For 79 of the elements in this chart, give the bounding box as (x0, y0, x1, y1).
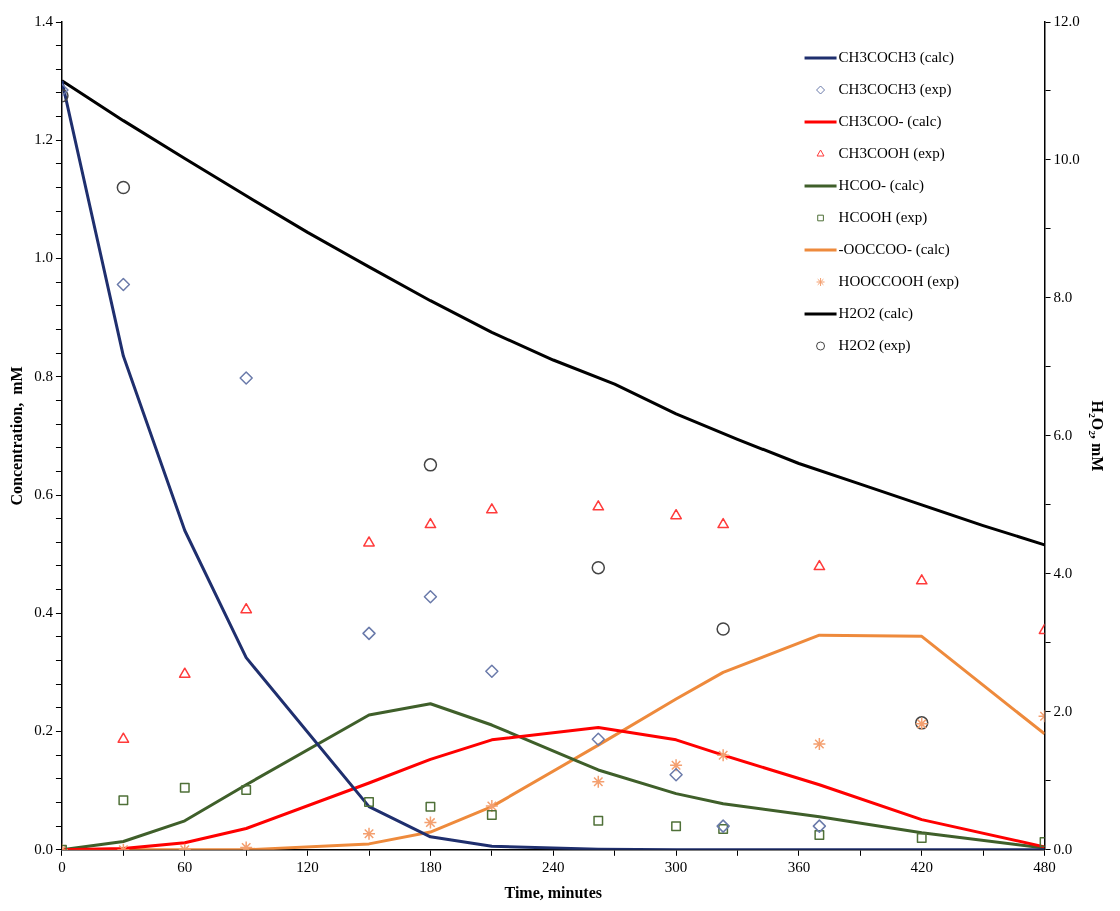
point (241, 785, 252, 796)
point (915, 574, 928, 585)
legend-label: CH3COOH (exp) (838, 144, 945, 162)
y-tick-label: 0.8 (34, 367, 53, 384)
y2-tick-label: 4.0 (1053, 564, 1073, 581)
x-tick-label: 360 (787, 858, 811, 875)
point (363, 536, 375, 547)
point (424, 517, 437, 529)
legend-label: CH3COCH3 (calc) (838, 48, 954, 66)
point (485, 664, 499, 678)
point (116, 180, 131, 195)
point (485, 799, 499, 813)
point (425, 801, 436, 812)
point (118, 795, 129, 806)
y-tick-label: 0.2 (34, 722, 53, 739)
point (485, 503, 498, 514)
point (716, 622, 730, 636)
y2-tick-label: 10.0 (1053, 150, 1080, 167)
point (591, 775, 606, 789)
point (718, 824, 729, 835)
point (669, 758, 683, 772)
point (812, 819, 827, 833)
legend-label: HOOCCOOH (exp) (838, 272, 959, 290)
y-axis-title: Concentration, mM (7, 366, 25, 506)
point (364, 796, 375, 807)
legend-label: HCOO- (calc) (838, 176, 924, 194)
point (486, 809, 497, 820)
legend-label: H2O2 (calc) (838, 304, 914, 322)
point (812, 737, 827, 751)
y-tick-label: 1.0 (34, 249, 53, 266)
legend-label: HCOOH (exp) (838, 208, 928, 226)
x-tick-label: 180 (419, 858, 442, 875)
x-tick-label: 420 (910, 858, 933, 875)
y-tick-label: 0.6 (34, 485, 54, 502)
point (716, 819, 730, 833)
point (423, 815, 438, 830)
legend-label: H2O2 (exp) (838, 336, 911, 354)
point (179, 782, 190, 793)
point (117, 732, 130, 743)
y2-tick-label: 2.0 (1053, 702, 1073, 719)
y-tick-label: 1.4 (34, 12, 54, 29)
point (239, 371, 253, 385)
y-tick-label: 0.0 (34, 840, 53, 857)
point (670, 508, 683, 520)
point (591, 732, 606, 746)
legend-label: -OOCCOO- (calc) (838, 240, 950, 258)
point (178, 667, 191, 678)
y2-tick-label: 12.0 (1053, 12, 1080, 29)
x-tick-label: 60 (177, 858, 193, 875)
point (671, 821, 682, 832)
point (592, 500, 605, 511)
y-tick-label: 0.4 (34, 604, 54, 621)
point (423, 458, 438, 472)
point (916, 832, 927, 843)
x-tick-label: 0 (58, 858, 66, 875)
y2-tick-label: 6.0 (1053, 426, 1073, 443)
y2-tick-label: 0.0 (1053, 840, 1073, 857)
y2-tick-label: 8.0 (1053, 288, 1073, 305)
y-tick-label: 1.2 (34, 131, 53, 148)
point (240, 602, 253, 614)
legend-label: CH3COO- (calc) (838, 112, 942, 130)
x-axis-title: Time, minutes (504, 883, 602, 901)
point (362, 827, 376, 841)
point (593, 815, 604, 826)
point (813, 559, 826, 571)
x-tick-label: 120 (296, 858, 319, 875)
point (591, 560, 606, 575)
point (716, 748, 730, 762)
y2-axis-title: H₂O₂, mM (1089, 400, 1107, 472)
x-tick-label: 300 (664, 858, 688, 875)
point (717, 517, 730, 529)
x-tick-label: 480 (1033, 858, 1056, 875)
point (814, 830, 825, 841)
legend-label: CH3COCH3 (exp) (838, 80, 952, 98)
point (669, 767, 683, 782)
x-tick-label: 240 (542, 858, 565, 875)
point (116, 277, 131, 292)
point (362, 626, 376, 641)
point (423, 589, 438, 604)
